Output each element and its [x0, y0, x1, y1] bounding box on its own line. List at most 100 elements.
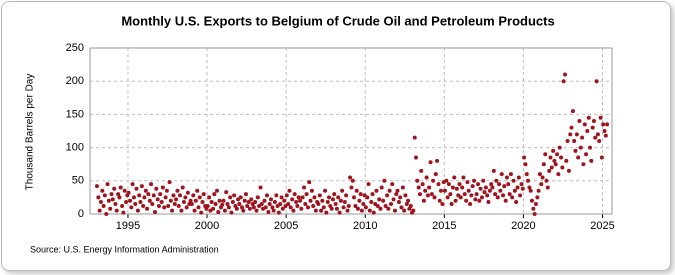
point [300, 195, 305, 200]
point [415, 178, 420, 183]
point [237, 202, 242, 207]
point [98, 200, 103, 205]
point [479, 195, 484, 200]
point [267, 202, 272, 207]
point [313, 208, 318, 213]
point [400, 185, 405, 190]
point [510, 195, 515, 200]
point [446, 182, 451, 187]
point [529, 198, 534, 203]
point [464, 198, 469, 203]
point [100, 188, 105, 193]
point [240, 205, 245, 210]
point [576, 155, 581, 160]
point [259, 202, 264, 207]
point [133, 202, 138, 207]
point [254, 208, 259, 213]
point [255, 195, 260, 200]
point [560, 165, 565, 170]
point [321, 205, 326, 210]
point [209, 200, 214, 205]
x-tick-label: 2000 [195, 220, 219, 232]
point [540, 175, 545, 180]
point [221, 198, 226, 203]
point [552, 158, 557, 163]
point [191, 193, 196, 198]
point [507, 192, 512, 197]
point [272, 200, 277, 205]
point [143, 188, 148, 193]
point [481, 178, 486, 183]
point [106, 198, 111, 203]
point [164, 188, 169, 193]
point [581, 162, 586, 167]
point [276, 210, 281, 215]
point [279, 195, 284, 200]
point [514, 200, 519, 205]
point [183, 195, 188, 200]
point [319, 208, 324, 213]
point [316, 202, 321, 207]
y-tick-label: 50 [72, 175, 84, 187]
point [268, 197, 273, 202]
point [354, 188, 359, 193]
point [160, 185, 165, 190]
point [266, 210, 271, 215]
point [128, 198, 133, 203]
point [428, 160, 433, 165]
point [126, 190, 131, 195]
point [390, 182, 395, 187]
point [589, 158, 594, 163]
point [549, 165, 554, 170]
point [189, 202, 194, 207]
point [216, 210, 221, 215]
point [568, 132, 573, 137]
point [170, 208, 175, 213]
point [311, 204, 316, 209]
point [421, 198, 426, 203]
point [553, 162, 558, 167]
point [117, 195, 122, 200]
point [408, 204, 413, 209]
point [448, 192, 453, 197]
point [588, 145, 593, 150]
chart-frame [1, 1, 671, 271]
point [205, 204, 210, 209]
point [150, 202, 155, 207]
point [462, 192, 467, 197]
point [358, 192, 363, 197]
point [483, 185, 488, 190]
point [520, 186, 525, 191]
point [478, 186, 483, 191]
point [329, 206, 334, 211]
point [350, 178, 355, 183]
point [207, 195, 212, 200]
point [112, 186, 117, 191]
x-tick-label: 2005 [274, 220, 298, 232]
point [377, 197, 382, 202]
point [440, 202, 445, 207]
point [597, 138, 602, 143]
point [595, 132, 600, 137]
point [323, 188, 328, 193]
point [188, 198, 193, 203]
point [222, 208, 227, 213]
y-tick-label: 150 [66, 108, 84, 120]
point [176, 204, 181, 209]
point [258, 185, 263, 190]
point [270, 205, 275, 210]
point [196, 205, 201, 210]
point [171, 193, 176, 198]
point [431, 178, 436, 183]
point [411, 208, 416, 213]
point [146, 192, 151, 197]
point [337, 210, 342, 215]
point [391, 197, 396, 202]
point [499, 172, 504, 177]
point [458, 195, 463, 200]
point [162, 205, 167, 210]
point [201, 192, 206, 197]
point [435, 158, 440, 163]
point [246, 200, 251, 205]
point [324, 210, 329, 215]
